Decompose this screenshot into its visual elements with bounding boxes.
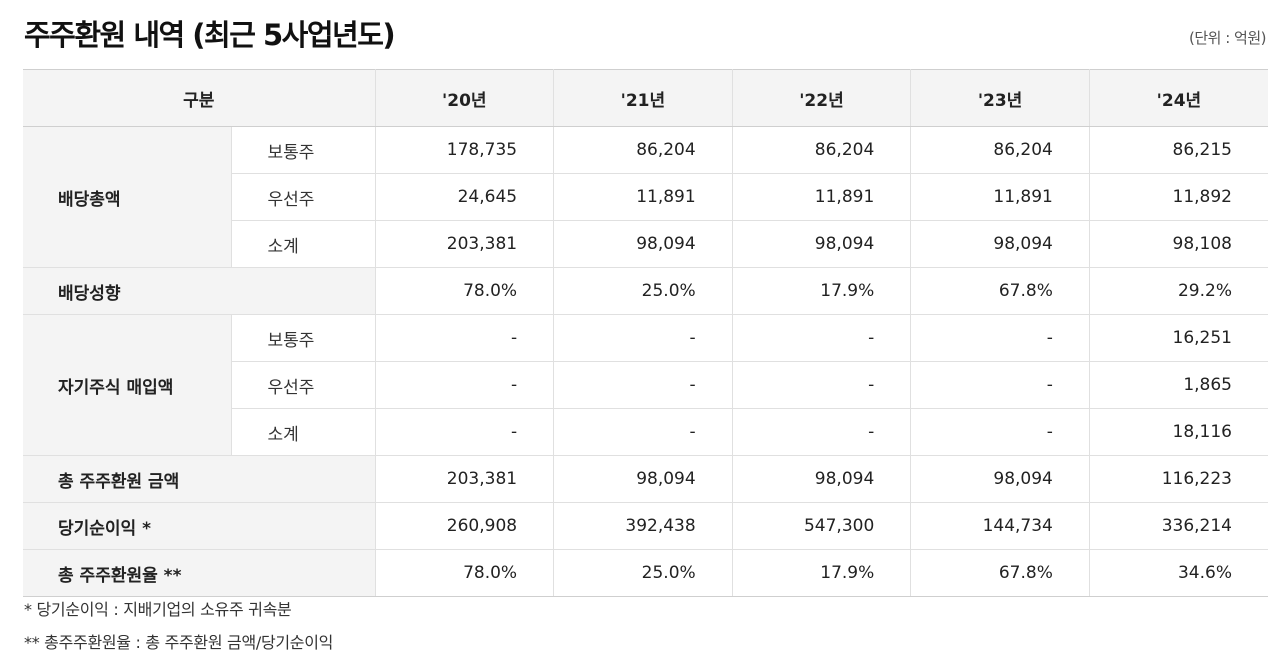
table-row: 당기순이익 * 260,908 392,438 547,300 144,734 … (23, 502, 1268, 550)
table-row: 자기주식 매입액 보통주 - - - - 16,251 (23, 314, 1268, 456)
shareholder-return-table: 구분 '20년 '21년 '22년 '23년 '24년 배당총액 보통주 178… (23, 69, 1268, 597)
footnote: ** 총주주환원율 : 총 주주환원 금액/당기순이익 (24, 633, 334, 652)
table-cell: 116,223 (1088, 455, 1268, 503)
table-cell: 98,094 (910, 220, 1090, 268)
row-label-total-return: 총 주주환원 금액 (23, 455, 376, 503)
table-cell: 86,204 (553, 126, 733, 174)
table-cell: 144,734 (910, 502, 1090, 550)
header-year: '24년 (1088, 69, 1268, 127)
table-row: 배당성향 78.0% 25.0% 17.9% 67.8% 29.2% (23, 267, 1268, 315)
table-cell: 17.9% (731, 549, 912, 597)
table-cell: 98,108 (1088, 220, 1268, 268)
table-cell: 34.6% (1088, 549, 1268, 597)
row-sublabel: 우선주 (231, 361, 376, 409)
table-cell: 98,094 (731, 220, 912, 268)
table-cell: - (731, 361, 912, 409)
row-sublabel: 보통주 (230, 314, 376, 362)
header-category: 구분 (23, 69, 376, 127)
table-cell: 29.2% (1088, 267, 1268, 315)
row-sublabel: 보통주 (230, 126, 376, 174)
table-cell: 11,892 (1088, 173, 1268, 221)
table-cell: 67.8% (910, 267, 1090, 315)
table-cell: 98,094 (910, 455, 1090, 503)
row-sublabel: 우선주 (231, 173, 376, 221)
table-cell: 547,300 (731, 502, 912, 550)
table-cell: 24,645 (374, 173, 555, 221)
table-cell: 67.8% (910, 549, 1090, 597)
table-cell: 17.9% (731, 267, 912, 315)
footnote: * 당기순이익 : 지배기업의 소유주 귀속분 (24, 600, 292, 619)
table-header-row: 구분 '20년 '21년 '22년 '23년 '24년 (23, 69, 1268, 127)
table-cell: 203,381 (374, 455, 555, 503)
table-cell: - (374, 314, 555, 362)
table-row: 배당총액 보통주 178,735 86,204 86,204 86,204 86… (23, 126, 1268, 268)
table-cell: 86,204 (910, 126, 1090, 174)
header-year: '22년 (731, 69, 912, 127)
row-label-return-ratio: 총 주주환원율 ** (23, 549, 376, 597)
header-year: '21년 (553, 69, 733, 127)
table-cell: 16,251 (1088, 314, 1268, 362)
unit-label: (단위 : 억원) (1189, 29, 1267, 47)
table-cell: 86,204 (731, 126, 912, 174)
row-label-payout: 배당성향 (23, 267, 376, 315)
table-cell: 336,214 (1088, 502, 1268, 550)
table-row: 소계 203,381 98,094 98,094 98,094 98,108 (23, 220, 1268, 268)
header-year: '20년 (374, 69, 555, 127)
table-cell: - (374, 408, 555, 456)
table-cell: - (553, 314, 733, 362)
table-cell: - (374, 361, 555, 409)
row-label-buyback: 자기주식 매입액 (23, 314, 232, 456)
table-cell: 78.0% (374, 267, 555, 315)
table-cell: 18,116 (1088, 408, 1268, 456)
table-cell: 178,735 (374, 126, 555, 174)
table-cell: 260,908 (374, 502, 555, 550)
table-cell: 11,891 (910, 173, 1090, 221)
page-title: 주주환원 내역 (최근 5사업년도) (24, 18, 396, 52)
table-cell: 78.0% (374, 549, 555, 597)
table-cell: 203,381 (374, 220, 555, 268)
table-cell: - (553, 408, 733, 456)
table-row: 우선주 24,645 11,891 11,891 11,891 11,892 (23, 173, 1268, 221)
table-row: 우선주 - - - - 1,865 (23, 361, 1268, 409)
table-cell: 1,865 (1088, 361, 1268, 409)
row-label-net-income: 당기순이익 * (23, 502, 376, 550)
table-cell: 25.0% (553, 267, 733, 315)
table-cell: - (910, 314, 1090, 362)
table-cell: - (910, 361, 1090, 409)
table-cell: 98,094 (731, 455, 912, 503)
table-cell: 86,215 (1088, 126, 1268, 174)
table-cell: 98,094 (553, 455, 733, 503)
header-year: '23년 (910, 69, 1090, 127)
table-cell: 11,891 (553, 173, 733, 221)
footnotes: * 당기순이익 : 지배기업의 소유주 귀속분 ** 총주주환원율 : 총 주주… (24, 596, 333, 662)
table-cell: 11,891 (731, 173, 912, 221)
table-cell: - (731, 408, 912, 456)
table-row: 총 주주환원율 ** 78.0% 25.0% 17.9% 67.8% 34.6% (23, 549, 1268, 597)
table-cell: 25.0% (553, 549, 733, 597)
table-cell: - (731, 314, 912, 362)
row-label-dividend: 배당총액 (23, 126, 232, 268)
row-sublabel: 소계 (231, 408, 376, 456)
row-sublabel: 소계 (231, 220, 376, 268)
table-cell: 392,438 (553, 502, 733, 550)
table-cell: - (910, 408, 1090, 456)
table-row: 총 주주환원 금액 203,381 98,094 98,094 98,094 1… (23, 455, 1268, 503)
table-cell: 98,094 (553, 220, 733, 268)
table-cell: - (553, 361, 733, 409)
